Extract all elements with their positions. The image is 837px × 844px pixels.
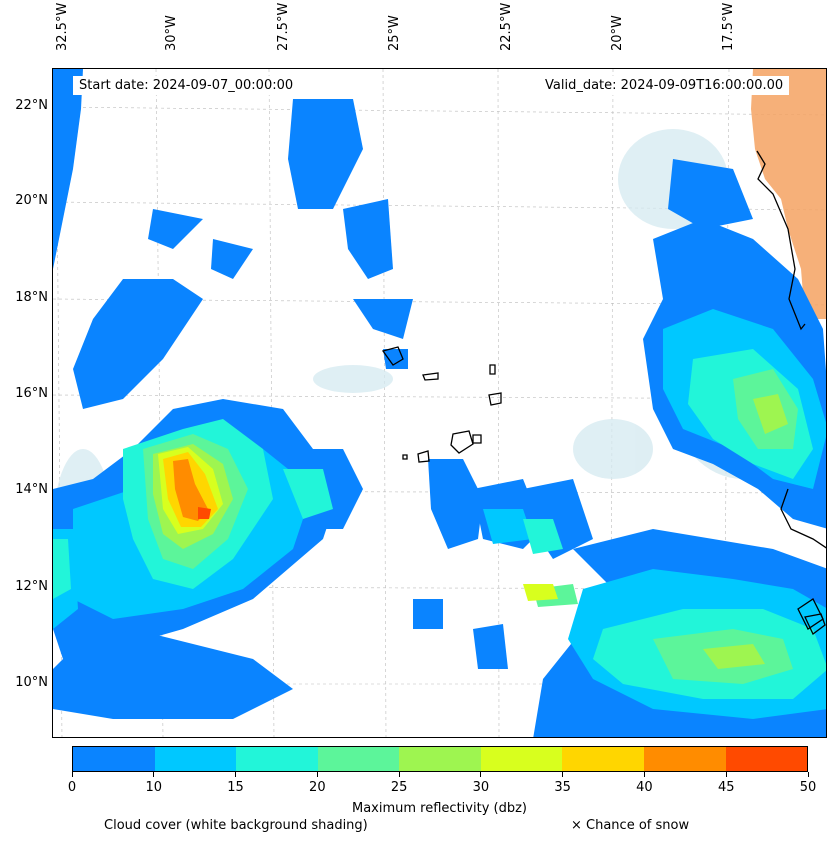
colorbar-swatch-15-20 [236, 747, 318, 771]
snow-chance-note: × Chance of snow [571, 818, 690, 833]
lon-label-17-5w: 17.5°W [721, 2, 736, 51]
colorbar-tick-mark [807, 772, 809, 777]
colorbar-swatch-40-45 [643, 747, 726, 771]
colorbar-swatch-20-25 [317, 747, 400, 771]
colorbar-tick-label: 25 [390, 780, 408, 795]
colorbar-swatch-30-35 [480, 747, 563, 771]
colorbar-tick-label: 0 [67, 780, 77, 795]
africa-land [751, 69, 826, 319]
reflectivity-45-50 [198, 507, 211, 519]
lon-label-32-5w: 32.5°W [55, 2, 70, 51]
colorbar-tick-mark [480, 772, 482, 777]
lat-label-20n: 20°N [15, 193, 48, 208]
map-canvas [53, 69, 826, 737]
lat-label-16n: 16°N [15, 386, 48, 401]
lat-label-10n: 10°N [15, 675, 48, 690]
lat-label-14n: 14°N [15, 482, 48, 497]
reflectivity-40-45 [173, 459, 208, 521]
lat-label-18n: 18°N [15, 290, 48, 305]
colorbar-tick-mark [643, 772, 645, 777]
colorbar-tick-mark [71, 772, 73, 777]
colorbar-tick-label: 20 [309, 780, 326, 795]
colorbar-swatch-25-30 [399, 747, 481, 771]
colorbar-swatch-35-40 [562, 747, 644, 771]
colorbar-title: Maximum reflectivity (dbz) [352, 801, 527, 816]
lon-label-27-5w: 27.5°W [276, 2, 291, 51]
colorbar-tick-mark [398, 772, 400, 777]
colorbar-tick-label: 10 [145, 780, 163, 795]
colorbar-tick-mark [725, 772, 727, 777]
coastlines [381, 150, 826, 635]
colorbar-tick-label: 50 [799, 780, 817, 795]
start-date-label: Start date: 2024-09-07_00:00:00 [73, 76, 300, 95]
lon-label-25w: 25°W [387, 15, 402, 51]
colorbar-tick-mark [562, 772, 564, 777]
lon-label-22-5w: 22.5°W [499, 2, 514, 51]
colorbar-tick-mark [316, 772, 318, 777]
lon-label-20w: 20°W [610, 15, 625, 51]
colorbar-tick-label: 45 [717, 780, 735, 795]
colorbar-tick-mark [153, 772, 155, 777]
cloud-cover-note: Cloud cover (white background shading) [104, 818, 368, 833]
lon-label-30w: 30°W [164, 15, 179, 51]
colorbar-tick-label: 30 [472, 780, 490, 795]
valid-date-label: Valid_date: 2024-09-09T16:00:00.00 [539, 76, 790, 95]
lat-label-22n: 22°N [15, 98, 48, 113]
colorbar-swatch-0-10 [73, 747, 155, 771]
colorbar-tick-mark [235, 772, 237, 777]
colorbar-swatch-10-15 [154, 747, 237, 771]
colorbar-tick-label: 40 [636, 780, 653, 795]
lat-label-12n: 12°N [15, 579, 48, 594]
colorbar-swatch-45-50 [725, 747, 808, 771]
reflectivity-colorbar [72, 746, 808, 772]
reflectivity-map [52, 68, 827, 738]
colorbar-tick-label: 35 [554, 780, 571, 795]
colorbar-tick-label: 15 [227, 780, 244, 795]
